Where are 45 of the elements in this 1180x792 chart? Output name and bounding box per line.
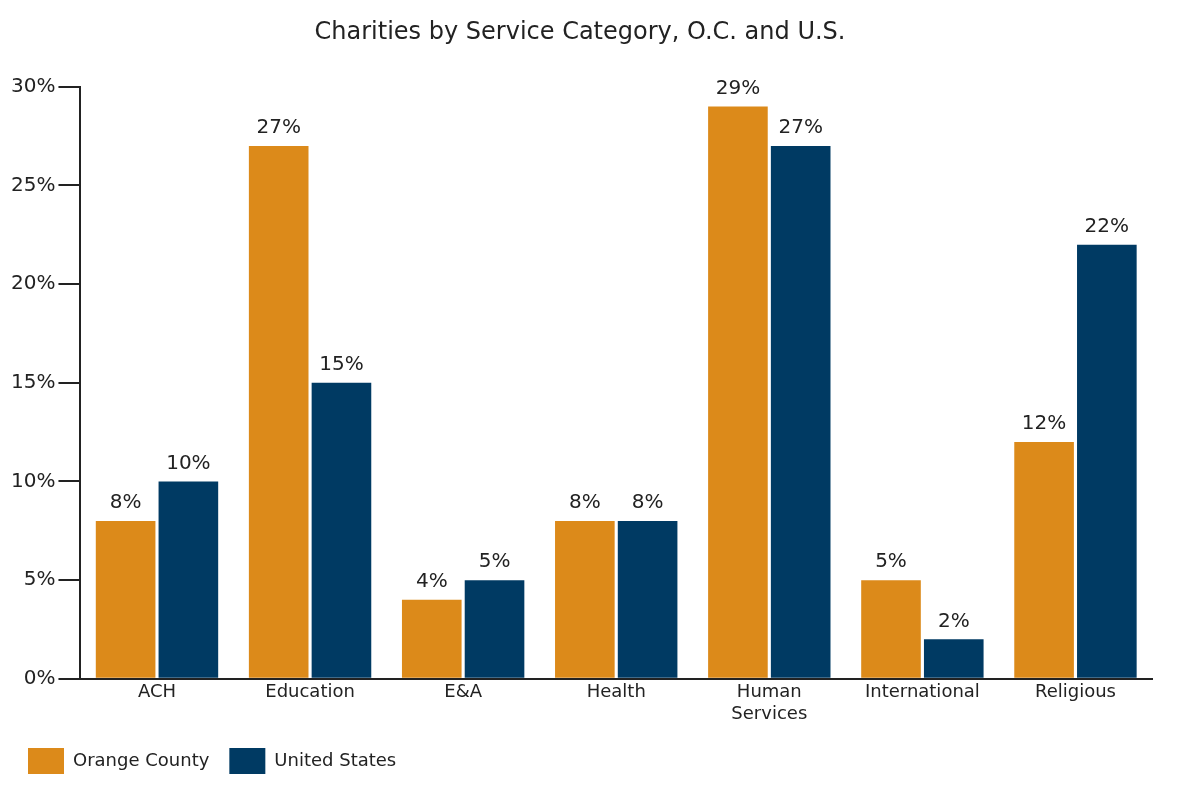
data-label: 8% [109, 489, 142, 514]
data-label: 12% [1021, 410, 1067, 435]
data-label: 15% [319, 351, 364, 375]
bar [555, 520, 615, 678]
data-label: 8% [631, 489, 664, 514]
y-tick-label: 5% [23, 566, 56, 591]
x-tick-label: Health [586, 680, 646, 702]
legend-label: Orange County [73, 748, 210, 770]
bar [311, 382, 372, 678]
bar [1014, 442, 1074, 678]
bar [158, 481, 219, 678]
data-label: 5% [478, 548, 511, 573]
data-label: 22% [1084, 212, 1130, 237]
y-tick-label: 30% [11, 73, 56, 97]
x-tick-label: E&A [444, 680, 483, 702]
bar [617, 520, 678, 678]
legend-label: United States [274, 748, 397, 770]
x-tick-label: Human Services [731, 680, 808, 723]
data-label: 10% [166, 449, 211, 474]
x-tick-label: ACH [137, 680, 177, 702]
bar [248, 146, 309, 678]
chart-title: Charities by Service Category, O.C. and U.S. [314, 16, 846, 45]
data-label: 5% [875, 548, 907, 573]
data-label: 2% [937, 607, 970, 632]
y-tick-label: 20% [11, 270, 56, 295]
data-label: 4% [415, 568, 448, 593]
bar [861, 580, 921, 678]
bar [923, 639, 984, 678]
bar [708, 106, 768, 678]
x-tick-label: Religious [1034, 680, 1116, 702]
data-label: 27% [256, 114, 301, 139]
y-tick-label: 0% [23, 665, 56, 689]
data-label: 8% [568, 489, 601, 514]
bar [401, 599, 462, 678]
bar [770, 146, 831, 678]
y-tick-label: 25% [11, 171, 56, 196]
bar [95, 520, 156, 678]
bar [464, 580, 525, 678]
x-tick-label: Education [265, 680, 355, 702]
y-tick-label: 15% [11, 369, 56, 393]
x-tick-label: International [864, 680, 980, 702]
data-label: 27% [778, 114, 823, 139]
bar [1077, 244, 1137, 678]
data-label: 29% [715, 74, 761, 99]
y-tick-label: 10% [11, 467, 56, 492]
